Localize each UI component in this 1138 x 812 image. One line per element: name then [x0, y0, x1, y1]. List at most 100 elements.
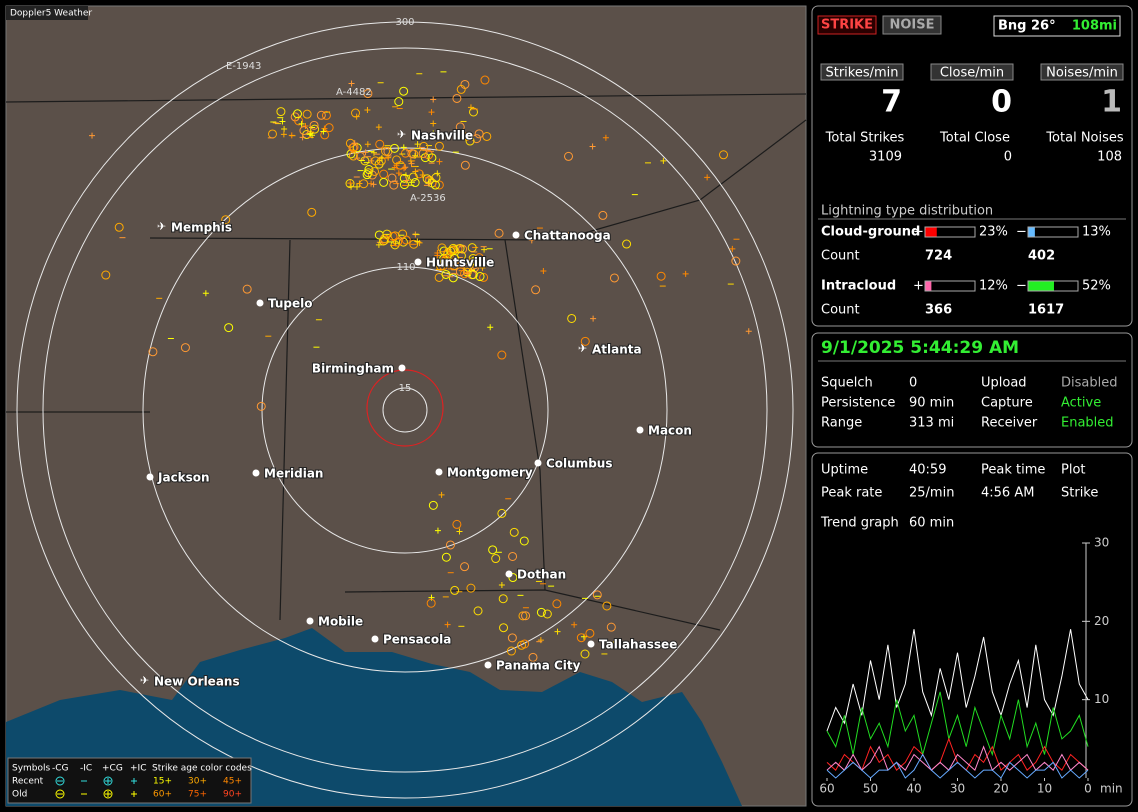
strike-symbol	[488, 545, 498, 555]
strike-symbol	[347, 180, 354, 187]
bar-track	[924, 226, 976, 238]
strike-symbol	[402, 164, 409, 171]
rate-label: Noises/min	[1046, 66, 1118, 81]
strike-symbol	[470, 260, 480, 270]
strike-symbol	[602, 601, 612, 611]
trend-cell: Peak time	[981, 463, 1045, 478]
strike-symbol	[609, 273, 619, 283]
trend-line	[826, 753, 1089, 779]
strike-symbol	[719, 150, 729, 160]
count-value: 366	[925, 303, 952, 318]
type-name: Intracloud	[821, 279, 896, 294]
strike-symbol	[364, 165, 374, 175]
close-ring	[366, 369, 444, 447]
ring-label: 110	[396, 262, 415, 273]
strike-symbol	[299, 134, 306, 141]
rate-label-box	[1040, 63, 1124, 81]
strike-symbol	[375, 124, 382, 131]
strike-symbol	[428, 500, 438, 510]
strike-symbol	[379, 236, 389, 246]
strike-symbol	[276, 107, 286, 117]
strike-button[interactable]	[817, 15, 877, 35]
strike-symbol	[292, 109, 302, 119]
city-dot	[252, 469, 260, 477]
legend-header: -IC	[80, 764, 92, 774]
setting-cell: Disabled	[1061, 376, 1117, 391]
strike-symbol	[242, 284, 252, 294]
strike-symbol	[402, 172, 409, 179]
y-tick-label: 30	[1094, 536, 1109, 550]
x-tick-label: 0	[1084, 782, 1092, 796]
legend-box	[7, 757, 252, 804]
strike-symbol	[434, 527, 441, 534]
city-label: Mobile	[318, 615, 363, 629]
strike-symbol	[281, 125, 288, 132]
strike-symbol	[542, 609, 552, 619]
strike-symbol	[434, 141, 444, 151]
noise-button-label[interactable]: NOISE	[889, 18, 934, 33]
strike-symbol	[564, 151, 574, 161]
rate-value: 1	[1101, 85, 1122, 120]
trend-cell: 4:56 AM	[981, 486, 1034, 501]
strike-symbol	[434, 250, 441, 257]
strike-symbol	[437, 243, 447, 253]
strike-symbol	[362, 170, 372, 180]
strike-symbol	[408, 172, 418, 182]
strike-symbol	[89, 132, 96, 139]
setting-cell: Squelch	[821, 376, 873, 391]
city-dot	[306, 617, 314, 625]
border	[149, 237, 561, 241]
city-label: Meridian	[264, 467, 323, 481]
bar-fill	[1028, 281, 1054, 291]
strike-symbol	[463, 131, 473, 141]
strike-symbol	[571, 621, 578, 628]
sign: +	[913, 279, 924, 294]
count-value: 724	[925, 249, 952, 264]
strike-symbol	[472, 134, 482, 144]
setting-cell: 313 mi	[909, 416, 954, 431]
rate-label-box	[820, 63, 904, 81]
strike-button-label[interactable]: STRIKE	[821, 18, 873, 33]
strike-symbol	[388, 231, 398, 241]
strike-symbol	[590, 315, 597, 322]
strike-symbol	[455, 244, 465, 254]
strike-symbol	[452, 519, 462, 529]
legend-header: Symbols	[12, 764, 51, 774]
strike-symbol	[499, 623, 509, 633]
y-tick-label: 10	[1094, 692, 1109, 706]
strike-symbol	[385, 154, 392, 161]
type-name: Cloud-ground	[821, 225, 920, 240]
strike-symbol	[567, 313, 577, 323]
strike-symbol	[540, 267, 547, 274]
noise-button[interactable]	[882, 15, 942, 35]
strike-symbol	[394, 97, 404, 107]
legend-symbol	[55, 789, 65, 799]
right-content: Strikes/min 7 Total Strikes 3109 Close/min 0 T…	[818, 63, 1126, 796]
strike-symbol	[370, 156, 380, 166]
total-value: 3109	[869, 150, 902, 165]
strike-symbol	[438, 491, 445, 498]
sign: −	[1016, 279, 1027, 294]
strike-symbol	[460, 160, 470, 170]
airport-icon: ✈	[578, 342, 587, 355]
strike-symbol	[363, 168, 373, 178]
strike-symbol	[508, 551, 518, 561]
strike-symbol	[320, 128, 327, 135]
legend-symbol	[55, 776, 65, 786]
total-value: 0	[1004, 150, 1012, 165]
count-label: Count	[821, 303, 860, 318]
strike-symbol	[349, 147, 356, 154]
legend-symbol	[57, 778, 137, 784]
strike-symbol	[729, 245, 736, 252]
strike-symbol	[441, 552, 451, 562]
strike-symbol	[531, 285, 541, 295]
strike-symbol	[401, 235, 411, 245]
city-dot	[505, 570, 513, 578]
strike-symbol	[375, 241, 382, 248]
strike-symbol	[528, 652, 538, 662]
percent: 13%	[1082, 225, 1111, 240]
ring-label: 300	[395, 17, 414, 28]
bar-track	[1027, 226, 1079, 238]
strike-symbol	[507, 633, 517, 643]
trend-cell: Strike	[1061, 486, 1098, 501]
